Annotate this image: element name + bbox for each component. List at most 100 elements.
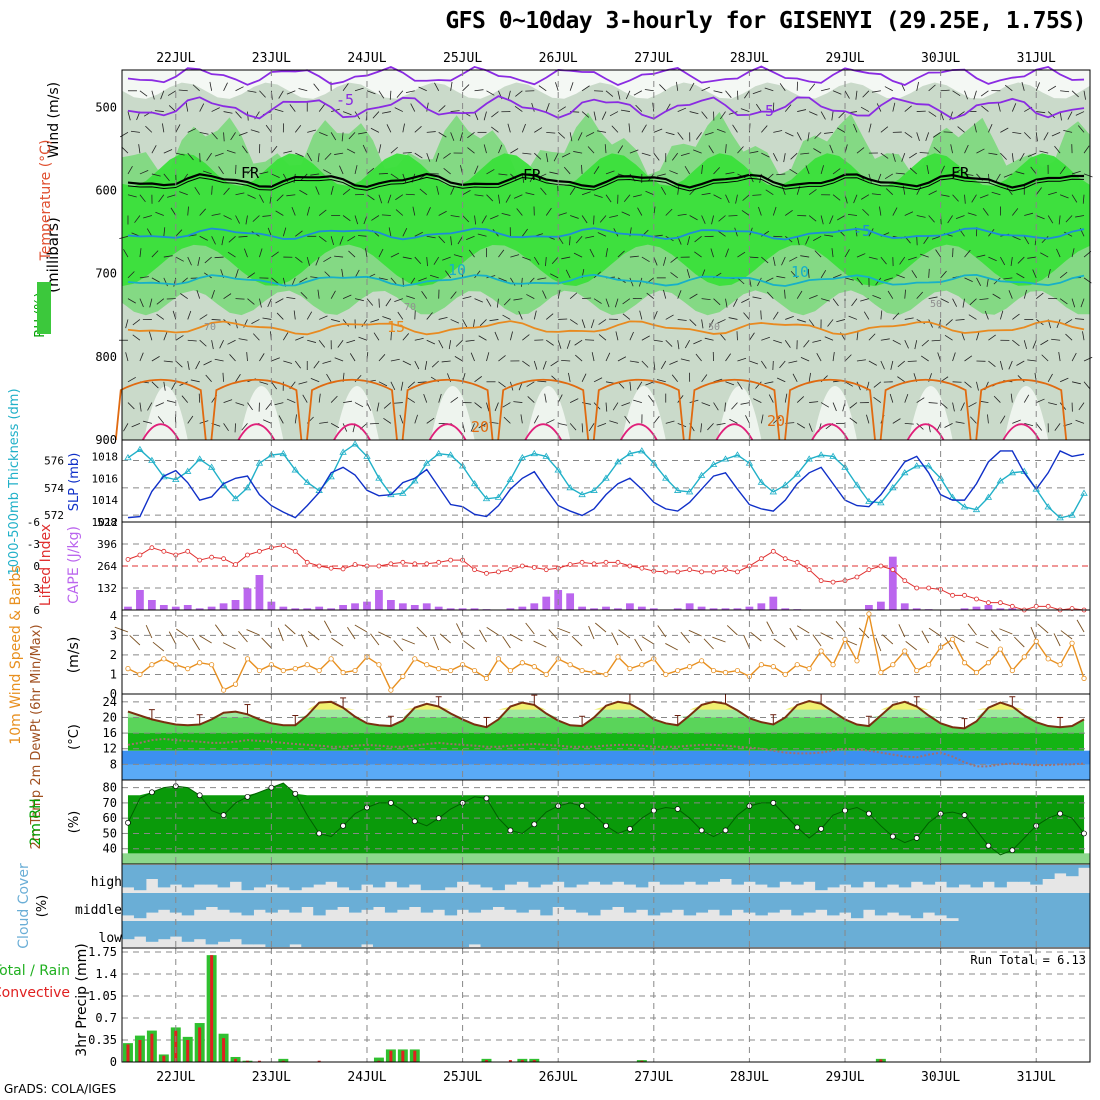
wind-barb [175, 229, 183, 237]
thickness-frame [121, 439, 1091, 523]
wind-barb [974, 123, 977, 133]
contour-15 [127, 319, 1085, 336]
cloud-bar-high [181, 865, 195, 888]
contour-minus5 [127, 95, 1085, 120]
wind-barb [641, 360, 649, 368]
wind-barb [139, 298, 144, 308]
wind-barb [880, 152, 889, 159]
wind10-barb [789, 627, 798, 641]
wind-barb [1024, 422, 1034, 427]
cloud-bar-high [994, 865, 1007, 888]
wind-barb [361, 319, 368, 328]
wind-barb [620, 109, 630, 112]
wind-barb [984, 310, 989, 320]
cloud-bar-middle [349, 893, 362, 913]
thickness-line-point [829, 452, 837, 459]
li-point [400, 559, 406, 565]
wind-barb [465, 339, 475, 342]
rh2m-point [244, 793, 251, 800]
wind10-barb [479, 629, 487, 643]
wind-barb [557, 132, 566, 139]
wind10-line-point [197, 660, 203, 666]
wind-barb [241, 145, 248, 154]
wind-barb [629, 149, 639, 154]
wind-barb [399, 414, 404, 424]
wind-barb [378, 248, 384, 258]
li-point [245, 552, 250, 558]
cloud-bar-low [623, 921, 637, 947]
slp-tick: 1018 [92, 450, 119, 463]
wind-barb [132, 334, 141, 341]
cloud-bar-middle [982, 893, 995, 921]
wind-barb [971, 194, 977, 203]
wind-barb [796, 236, 800, 246]
wind-barb [540, 187, 547, 195]
wind-barb [349, 353, 356, 362]
wind-barb [247, 298, 255, 305]
wind-barb [418, 277, 427, 282]
thickness-line-point [530, 449, 539, 457]
wind-barb [1003, 277, 1013, 280]
wind-barb [283, 150, 293, 154]
wind10-line-point [866, 611, 872, 617]
wind-barb [896, 274, 905, 279]
wind-barb [286, 194, 296, 197]
wind-barb [259, 353, 265, 362]
li-point [627, 563, 633, 569]
wind-barb [342, 319, 350, 327]
wind-barb [1023, 289, 1027, 299]
wind-barb [366, 298, 374, 306]
wind-barb [653, 234, 663, 237]
wind-barb [925, 132, 930, 141]
wind-barb [684, 340, 691, 349]
wind-barb [884, 86, 894, 92]
wind-barb [733, 298, 738, 307]
wind-barb [824, 131, 834, 134]
wind-barb [597, 130, 607, 133]
wind-barb [569, 132, 573, 142]
wind-barb [426, 153, 431, 162]
wind-barb [993, 395, 1001, 403]
wind-barb [1082, 331, 1085, 341]
wind-barb [872, 295, 882, 300]
cape-bar [1008, 608, 1017, 610]
wind-barb [151, 145, 157, 154]
wind-barb [677, 107, 687, 112]
wind-barb [370, 319, 380, 323]
wind-barb [343, 400, 353, 403]
wind10-barb [928, 627, 941, 637]
wind-barb [731, 402, 738, 410]
wind-barb [790, 152, 798, 160]
wind-barb [1036, 111, 1046, 114]
wind10-line-point [663, 671, 669, 678]
wind-barb [933, 146, 941, 154]
wind-barb [1083, 90, 1086, 100]
temp2m-tick: 12 [103, 742, 117, 756]
wind-barb [687, 236, 691, 246]
wind-barb [637, 207, 643, 216]
cloud-bar-high [755, 865, 768, 885]
li-point [507, 567, 513, 573]
wind-barb [609, 215, 619, 218]
wind-barb [267, 227, 272, 237]
wind-barb [1011, 103, 1017, 112]
cloud-bar-high [516, 865, 529, 882]
wind-barb [462, 215, 470, 223]
contour-20 [306, 378, 398, 441]
wind-barb [167, 194, 176, 198]
wind10-line-point [519, 660, 525, 666]
ylabel-thickness: 1000-500mb Thickness (dm) [7, 388, 22, 575]
thickness-line-point [339, 448, 347, 455]
wind-barb [362, 144, 368, 154]
wind-barb [433, 256, 440, 265]
cloud-bar-middle [1078, 893, 1091, 921]
wind-barb [438, 210, 447, 216]
wind-barb [720, 111, 726, 120]
wind-barb [659, 84, 667, 92]
cloud-bar-low [683, 921, 697, 947]
rh2m-point [435, 815, 442, 822]
cloud-bar-low [719, 921, 732, 947]
wind-barb [505, 194, 511, 203]
wind-barb [575, 354, 583, 362]
ylabel-wind: Wind (m/s) [46, 82, 62, 158]
